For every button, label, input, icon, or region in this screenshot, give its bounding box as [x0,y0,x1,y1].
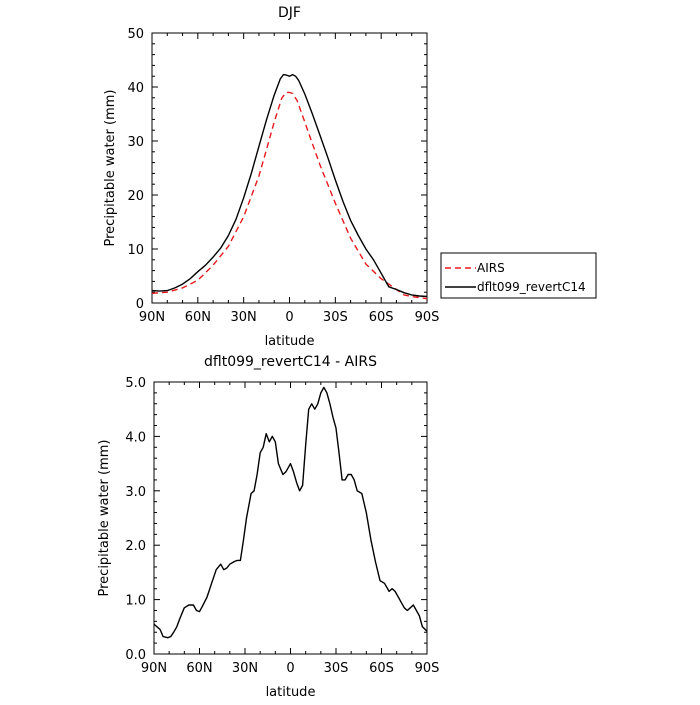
y-tick-label: 0.0 [125,648,146,663]
legend-label: AIRS [477,261,505,275]
series-line-difference [153,386,428,639]
legend-label: dflt099_revertC14 [477,280,586,294]
series-line-airs [151,91,428,300]
legend-box [440,252,597,299]
y-axis-label: Precipitable water (mm) [103,90,118,247]
series-line-dflt099-revertc14 [151,73,428,298]
x-tick-label: 90N [141,661,167,676]
x-axis-label: latitude [266,685,316,700]
x-tick-label: 30S [323,310,348,325]
x-tick-label: 0 [286,661,294,676]
x-tick-label: 60N [186,661,212,676]
x-axis-label: latitude [265,334,315,349]
x-tick-label: 60S [369,310,394,325]
y-tick-label: 1.0 [125,594,146,609]
y-tick-label: 20 [127,189,144,204]
y-axis-label: Precipitable water (mm) [97,440,112,597]
x-tick-label: 60S [369,661,394,676]
y-tick-label: 30 [127,135,144,150]
chart-title: DJF [278,5,301,21]
djf-panel: 90N 60N 30N 0 30S 60S 90S 0 10 20 30 40 50 DJF latitud… [103,5,439,349]
x-tick-label: 60N [185,310,211,325]
y-tick-label: 2.0 [125,539,146,554]
x-tick-label: 90S [415,310,440,325]
x-tick-label: 90S [415,661,440,676]
y-tick-label: 3.0 [125,485,146,500]
y-tick-label: 10 [127,243,144,258]
x-tick-label: 30S [324,661,349,676]
x-tick-label: 30N [232,661,258,676]
legend: AIRS dflt099_revertC14 [440,252,597,299]
y-tick-label: 50 [127,27,144,42]
x-tick-label: 0 [285,310,293,325]
y-tick-label: 0 [136,297,144,312]
x-tick-label: 90N [139,310,165,325]
y-tick-label: 4.0 [125,430,146,445]
chart-title: dflt099_revertC14 - AIRS [204,354,377,370]
x-tick-label: 30N [231,310,257,325]
difference-panel: 90N 60N 30N 0 30S 60S 90S 0.0 1.0 2.0 3.0 4.0 5.0 dfl… [97,354,439,700]
y-tick-label: 5.0 [125,376,146,391]
y-tick-label: 40 [127,81,144,96]
